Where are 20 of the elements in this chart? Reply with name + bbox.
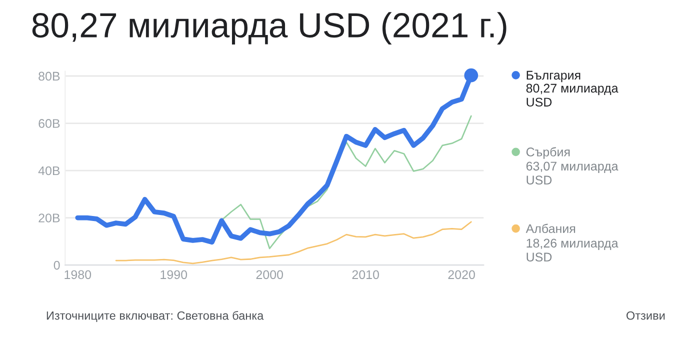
y-tick-label: 0 <box>54 260 60 270</box>
y-tick-label: 20B <box>38 214 60 222</box>
text: 63,07 милиарда USD <box>526 162 618 184</box>
x-tick-label: 1990 <box>160 270 188 280</box>
text: Отзиви <box>626 311 665 320</box>
x-tick-label: 1980 <box>64 270 92 280</box>
y-tick-label: 60B <box>38 119 60 128</box>
text: 80,27 милиарда USD <box>526 84 618 107</box>
chart-title: 80,27 милиарда USD (2021 г.) <box>32 12 506 44</box>
x-tick-label: 2010 <box>352 270 379 280</box>
text: 18,26 милиарда USD <box>526 238 618 262</box>
legend-label: Сърбия <box>526 147 570 159</box>
line-series <box>115 221 472 264</box>
y-tick-label: 40B <box>38 166 60 176</box>
legend-label: България <box>526 70 580 82</box>
x-tick-label: 2020 <box>448 270 475 280</box>
x-tick-label: 2000 <box>256 270 284 280</box>
text: Източниците включват: Световна банка <box>46 310 264 322</box>
y-tick-label: 80B <box>38 72 60 81</box>
legend-label: Албания <box>526 224 576 234</box>
